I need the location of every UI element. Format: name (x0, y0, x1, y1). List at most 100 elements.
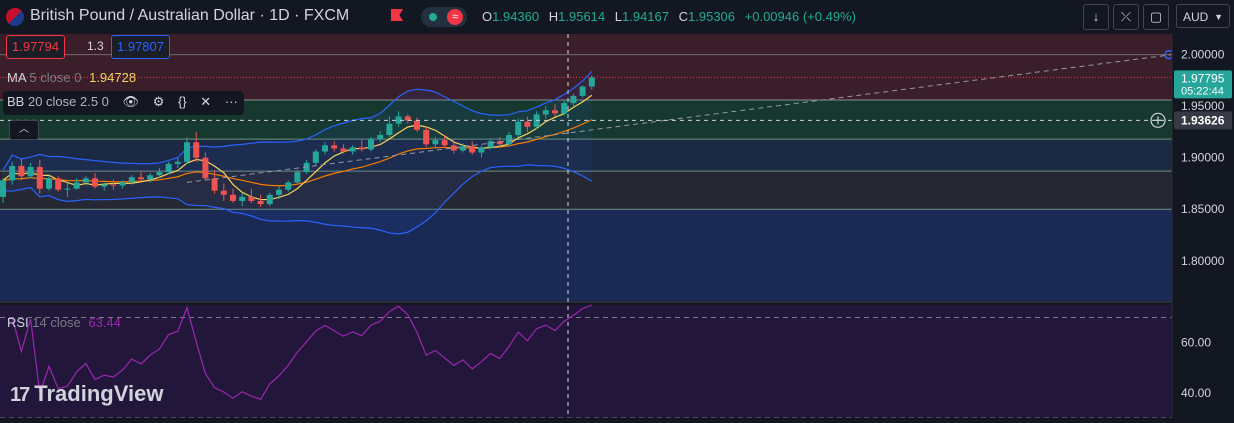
candle-body (55, 178, 62, 190)
arrow-down-icon[interactable]: ↓ (1083, 4, 1109, 30)
candle-body (184, 142, 190, 162)
candle-body (276, 189, 282, 195)
countdown-label: 05:22:44 (1181, 85, 1224, 97)
candle-body (248, 196, 255, 201)
candle-body (46, 178, 52, 189)
price-tick-label: 1.90000 (1181, 151, 1225, 165)
candle-body (266, 194, 273, 205)
current-price-label: 1.97795 (1181, 71, 1225, 85)
candle-body (220, 190, 227, 195)
candle-body (404, 116, 411, 121)
ma-legend[interactable]: MA 5 close 0 1.94728 (7, 70, 137, 85)
candle-body (561, 103, 568, 114)
candle-body (423, 129, 430, 145)
candle-body (202, 157, 209, 179)
candle-body (460, 146, 466, 151)
buy-price-button[interactable]: 1.97807 (111, 35, 170, 59)
sell-price-button[interactable]: 1.97794 (6, 35, 65, 59)
add-alert-icon (1150, 112, 1166, 128)
candle-body (174, 161, 181, 164)
market-status-pill[interactable]: ≈ (421, 7, 467, 27)
change-value: +0.00946 (+0.49%) (744, 9, 856, 24)
candle-body (36, 166, 43, 189)
chart-header: British Pound / Australian Dollar · 1D ·… (0, 0, 1234, 34)
candle-body (138, 177, 144, 180)
candle-body (92, 178, 98, 187)
candle-body (552, 110, 558, 114)
candle-body (395, 116, 402, 124)
rsi-value: 63.44 (88, 315, 121, 330)
ma-value: 1.94728 (89, 70, 137, 85)
candle-body (128, 177, 135, 183)
candle-body (257, 200, 264, 205)
symbol-title[interactable]: British Pound / Australian Dollar · 1D ·… (30, 7, 350, 24)
flag-icon[interactable] (391, 9, 403, 21)
candle-body (82, 178, 89, 183)
candle-body (73, 182, 80, 189)
candle-body (193, 142, 200, 158)
candle-body (285, 182, 292, 190)
candle-body (119, 182, 126, 186)
spread-value: 1.3 (87, 39, 104, 53)
candle-body (64, 188, 71, 190)
candle-body (0, 180, 6, 197)
collapse-icon[interactable]: ⤫ (1113, 4, 1139, 30)
candle-body (294, 172, 301, 183)
more-icon[interactable]: ··· (224, 94, 238, 109)
rsi-tick-label: 60.00 (1181, 336, 1211, 350)
ma-line (2, 94, 593, 201)
tradingview-logo[interactable]: 17 TradingView (10, 381, 164, 406)
rsi-pane-background (0, 305, 1172, 418)
chevron-down-icon: ▼ (1214, 12, 1223, 22)
market-open-icon (429, 13, 437, 21)
trend-line (186, 54, 1173, 183)
candle-body (331, 145, 338, 149)
rsi-legend[interactable]: RSI 14 close 63.44 (7, 315, 121, 330)
price-tick-label: 1.80000 (1181, 254, 1225, 268)
candle-body (524, 121, 531, 127)
bb-upper-line (2, 70, 593, 171)
candle-body (303, 162, 310, 173)
candle-body (349, 147, 356, 152)
collapse-legend-icon[interactable]: ︿ (9, 120, 39, 140)
rsi-tick-label: 40.00 (1181, 386, 1211, 400)
wave-icon: ≈ (447, 9, 463, 25)
candle-body (312, 151, 319, 163)
candle-body (101, 184, 108, 187)
close-icon[interactable]: ✕ (200, 94, 212, 109)
price-tick-label: 1.95000 (1181, 99, 1225, 113)
candle-body (239, 196, 246, 201)
candle-body (358, 147, 365, 150)
candle-body (478, 147, 485, 153)
current-price-badge (1174, 70, 1232, 99)
braces-icon[interactable]: {} (177, 94, 187, 109)
candle-body (450, 145, 457, 151)
price-tick-label: 1.85000 (1181, 202, 1225, 216)
candle-body (27, 166, 34, 177)
bb-lower-line (2, 164, 593, 235)
candle-body (386, 123, 393, 136)
candle-body (156, 172, 163, 176)
candle-body (432, 140, 439, 145)
candle-body (110, 184, 117, 186)
ohlc-readout: O1.94360 H1.95614 L1.94167 C1.95306 +0.0… (482, 9, 856, 24)
crosshair-price-label: 1.93626 (1181, 113, 1225, 127)
symbol-flag-icon[interactable] (6, 8, 24, 26)
candle-body (496, 141, 503, 145)
candle-body (588, 77, 595, 87)
eye-icon[interactable]: 👁 (122, 94, 140, 109)
support-zone (0, 209, 1172, 302)
candle-body (18, 165, 25, 177)
candle-body (377, 135, 384, 140)
candle-body (147, 175, 154, 180)
candle-body (542, 110, 549, 115)
currency-select[interactable]: AUD ▼ (1176, 4, 1230, 28)
candle-body (579, 86, 586, 96)
gear-icon[interactable]: ⚙ (152, 94, 165, 109)
bb-legend[interactable]: BB 20 close 2.5 0 👁 ⚙ {} ✕ ··· (3, 91, 244, 115)
tv-logo-icon: 17 (10, 384, 30, 406)
crosshair-price-badge (1174, 111, 1232, 130)
fullscreen-icon[interactable]: ▢ (1143, 4, 1169, 30)
